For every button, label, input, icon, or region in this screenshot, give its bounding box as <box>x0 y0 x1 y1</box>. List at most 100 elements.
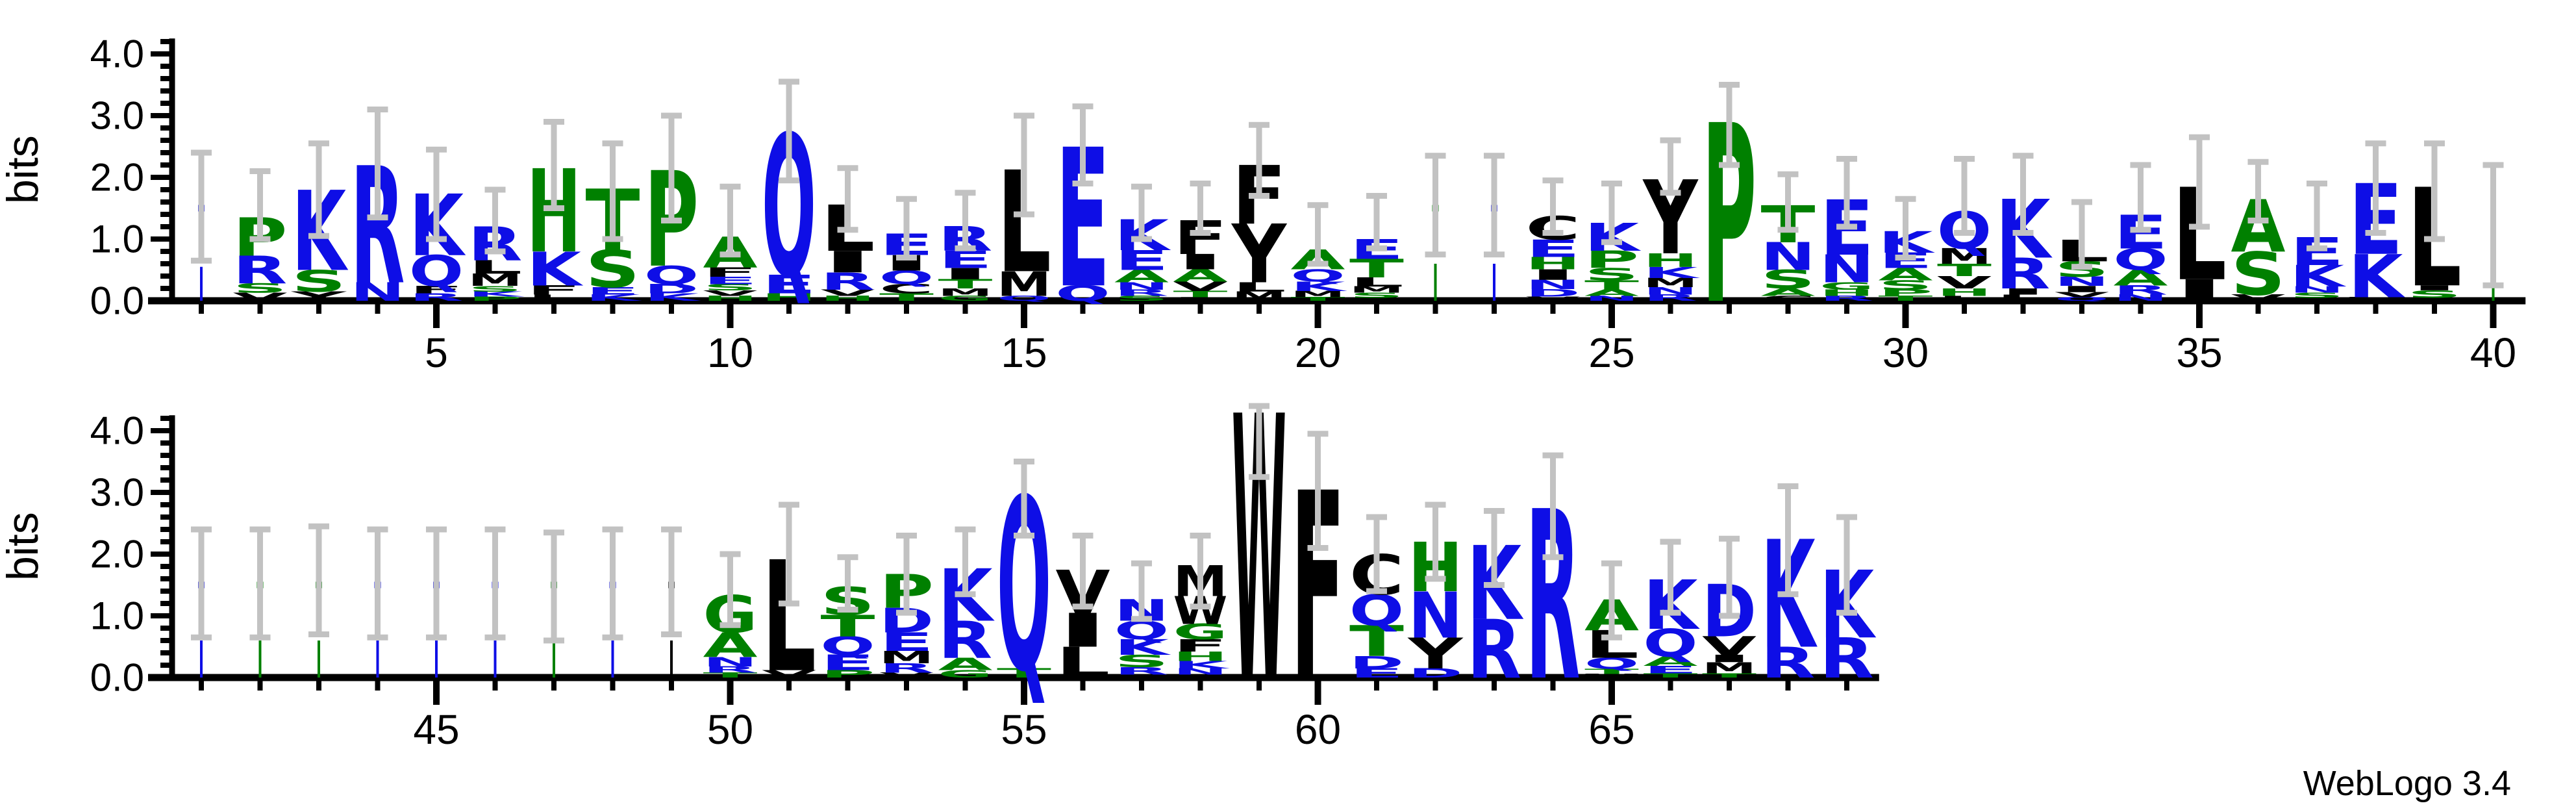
logo-letter-R: R <box>1819 626 1874 691</box>
logo-letter-I: I <box>821 246 875 280</box>
logo-letter-V: V <box>762 668 817 680</box>
error-bar <box>602 526 623 641</box>
logo-letter-V: V <box>1937 273 1992 292</box>
x-tick-label: 55 <box>1001 706 1047 753</box>
logo-letter-I: I <box>1526 267 1581 284</box>
logo-column-3: YSK <box>290 140 348 304</box>
logo-letter-V: V <box>821 288 875 298</box>
logo-column-27: P <box>1702 74 1757 359</box>
logo-letter-R: R <box>821 268 875 296</box>
logo-letter-K: K <box>644 292 701 303</box>
logo-letter-M: M <box>468 270 523 290</box>
error-bar <box>249 526 271 641</box>
error-bar <box>2307 181 2327 251</box>
error-bar <box>896 196 917 260</box>
error-bar <box>1014 112 1034 218</box>
logo-letter-R: R <box>703 665 758 674</box>
logo-letter-T: T <box>1584 668 1640 676</box>
error-bar <box>1601 560 1622 641</box>
logo-letter-R: R <box>233 249 288 293</box>
logo-letter-V: V <box>2290 297 2344 302</box>
logo-letter-T: T <box>821 609 875 644</box>
logo-sliver <box>200 641 203 678</box>
logo-letter-V: V <box>1584 673 1639 679</box>
logo-letter-T: T <box>1644 672 1699 679</box>
logo-letter-K: K <box>1114 635 1171 660</box>
logo-letter-Q: Q <box>409 247 464 296</box>
logo-letter-P: P <box>468 296 523 303</box>
logo-letter-Q: Q <box>1349 586 1404 635</box>
logo-column-44 <box>367 526 388 678</box>
logo-column-49 <box>661 526 682 678</box>
logo-letter-L: L <box>1232 280 1286 295</box>
logo-letter-R: R <box>1819 294 1874 302</box>
logo-sliver <box>1493 264 1495 301</box>
logo-letter-K: K <box>1644 264 1701 282</box>
logo-column-36: VSA <box>2231 159 2286 309</box>
logo-column-40 <box>2482 162 2504 301</box>
logo-letter-G: G <box>938 668 993 680</box>
error-bar <box>2247 159 2269 223</box>
logo-sliver <box>376 641 379 678</box>
logo-letter-M: M <box>1291 289 1345 299</box>
error-bar <box>837 554 858 613</box>
logo-letter-W: W <box>1114 674 1169 679</box>
logo-letter-I: I <box>938 265 993 283</box>
logo-letter-E: E <box>703 275 758 286</box>
logo-letter-A: A <box>2114 266 2169 290</box>
x-tick-label: 5 <box>425 329 448 376</box>
logo-letter-T: T <box>1349 617 1405 666</box>
logo-letter-K: K <box>586 293 643 303</box>
logo-column-35: IL <box>2172 134 2227 309</box>
error-bar <box>308 523 329 637</box>
logo-letter-F: F <box>1173 636 1228 655</box>
logo-letter-Q: Q <box>2055 296 2109 302</box>
y-tick-label: 3.0 <box>90 94 144 138</box>
logo-letter-T: T <box>703 671 758 679</box>
logo-letter-T: T <box>1291 296 1345 302</box>
logo-letter-A: A <box>1114 267 1169 286</box>
logo-letter-E: E <box>821 650 875 675</box>
logo-column-47 <box>544 529 564 678</box>
logo-letter-P: P <box>1879 288 1933 298</box>
logo-column-56: LIV <box>1056 533 1110 687</box>
logo-column-48 <box>602 526 623 678</box>
logo-letter-D: D <box>1526 287 1581 299</box>
error-bar <box>1072 533 1094 610</box>
logo-letter-A: A <box>1173 266 1229 286</box>
logo-letter-P: P <box>821 668 875 680</box>
logo-letter-T: T <box>1702 672 1757 679</box>
logo-letter-Q: Q <box>644 260 699 290</box>
logo-letter-S: S <box>468 285 523 294</box>
logo-letter-V: V <box>2055 291 2109 299</box>
logo-letter-E: E <box>586 285 640 297</box>
error-bar <box>661 112 682 223</box>
logo-letter-V: V <box>1702 631 1757 661</box>
logo-column-68: RK <box>1761 483 1818 687</box>
logo-letter-I: I <box>1996 286 2051 296</box>
logo-letter-Q: Q <box>879 267 934 288</box>
logo-letter-E: E <box>1644 664 1698 676</box>
error-bar <box>2189 134 2210 230</box>
x-tick-label: 25 <box>1588 329 1634 376</box>
logo-letter-G: G <box>1173 620 1228 644</box>
logo-letter-K: K <box>2290 260 2347 294</box>
error-bar <box>308 140 329 239</box>
logo-letter-Q: Q <box>821 631 875 661</box>
error-bar <box>837 165 858 233</box>
logo-letter-C: C <box>879 281 934 296</box>
logo-letter-D: D <box>1349 653 1404 672</box>
logo-letter-S: S <box>703 283 758 292</box>
y-tick-label: 4.0 <box>90 32 144 76</box>
logo-column-16: QE <box>1056 103 1110 331</box>
error-bar <box>896 533 917 616</box>
